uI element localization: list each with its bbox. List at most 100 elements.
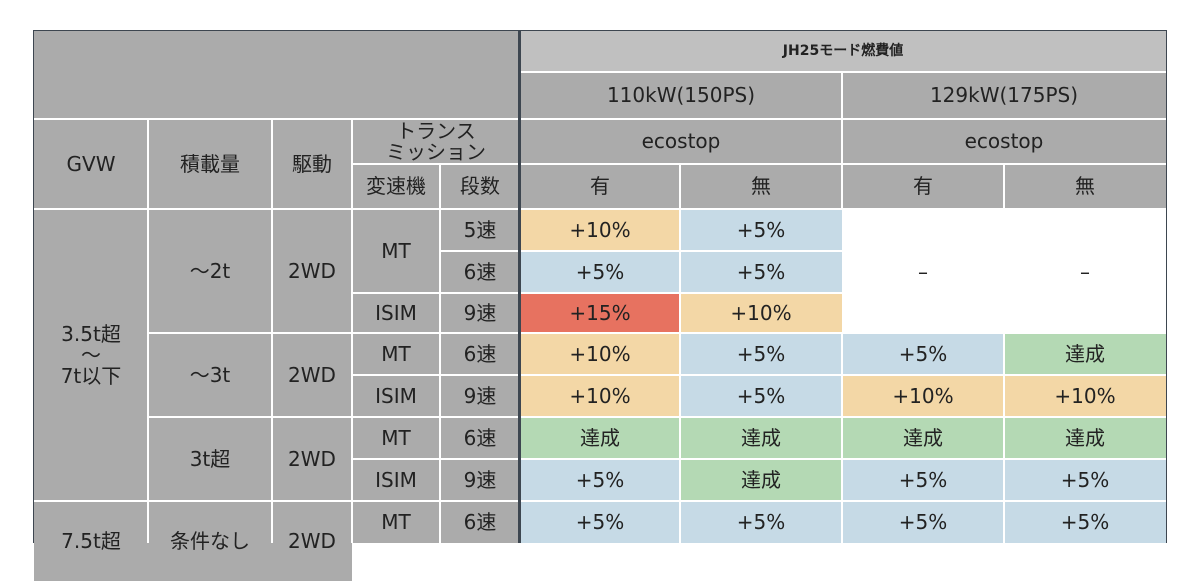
speed-cell: 6速 (440, 417, 520, 459)
grid-line (841, 72, 843, 209)
grid-line (34, 208, 1166, 210)
gearbox-mt: MT (352, 333, 440, 375)
header-transmission-line2: ミッション (386, 139, 486, 164)
gearbox-mt: MT (352, 501, 440, 543)
value-cell: +10% (1004, 375, 1166, 417)
value-cell: +5% (842, 501, 1004, 543)
header-mode-title: JH25モード燃費値 (520, 31, 1166, 72)
value-cell: 達成 (842, 417, 1004, 459)
drive-2wd: 2WD (272, 333, 352, 417)
grid-line (841, 333, 843, 543)
table-border-top (33, 30, 1167, 31)
grid-line (352, 163, 1166, 165)
grid-line (439, 164, 441, 543)
grid-line (679, 333, 681, 543)
grid-line (679, 164, 681, 333)
gvw-group-7-5t: 7.5t超 (34, 501, 148, 581)
header-drive: 駆動 (272, 119, 352, 209)
header-no-129: 無 (1004, 164, 1166, 209)
speed-cell: 9速 (440, 459, 520, 501)
speed-cell: 6速 (440, 251, 520, 293)
value-cell: +5% (842, 459, 1004, 501)
gvw-group-line2: 〜 (81, 342, 101, 367)
value-cell: +10% (520, 375, 680, 417)
gearbox-mt: MT (352, 209, 440, 293)
grid-line (352, 292, 842, 294)
value-cell: +5% (520, 459, 680, 501)
speed-cell: 9速 (440, 375, 520, 417)
gearbox-isim: ISIM (352, 293, 440, 333)
table-border-right (1166, 30, 1167, 543)
speed-cell: 6速 (440, 501, 520, 543)
value-cell: +5% (680, 375, 842, 417)
header-load: 積載量 (148, 119, 272, 209)
grid-line (148, 416, 1166, 418)
gearbox-isim: ISIM (352, 459, 440, 501)
header-power-129: 129kW(175PS) (842, 72, 1166, 119)
value-cell: +5% (520, 251, 680, 293)
value-cell: 達成 (680, 417, 842, 459)
header-yes-129: 有 (842, 164, 1004, 209)
grid-line (351, 119, 353, 543)
load-3t-over: 3t超 (148, 417, 272, 501)
value-cell: +5% (520, 501, 680, 543)
speed-cell: 5速 (440, 209, 520, 251)
gvw-group-line3: 7t以下 (60, 363, 122, 388)
table-border-left (33, 30, 34, 543)
header-speeds: 段数 (440, 164, 520, 209)
value-cell: +10% (680, 293, 842, 333)
value-cell: +10% (520, 209, 680, 251)
value-cell: 達成 (1004, 333, 1166, 375)
value-cell: +5% (1004, 459, 1166, 501)
drive-2wd: 2WD (272, 417, 352, 501)
gearbox-isim: ISIM (352, 375, 440, 417)
drive-2wd: 2WD (272, 501, 352, 581)
value-cell: +5% (680, 251, 842, 293)
load-3t: 〜3t (148, 333, 272, 417)
value-cell: +15% (520, 293, 680, 333)
speed-cell: 6速 (440, 333, 520, 375)
gvw-group-3-5t: 3.5t超 〜 7t以下 (34, 209, 148, 501)
grid-line (148, 332, 1166, 334)
grid-line (440, 250, 842, 252)
value-cell: +5% (680, 501, 842, 543)
grid-line (352, 374, 1166, 376)
value-cell: +5% (842, 333, 1004, 375)
grid-line (271, 119, 273, 543)
header-transmission: トランス ミッション (352, 119, 520, 164)
value-empty-block (842, 209, 1166, 333)
grid-line (147, 119, 149, 543)
value-cell: +5% (680, 333, 842, 375)
speed-cell: 9速 (440, 293, 520, 333)
grid-line (34, 500, 1166, 502)
section-divider (518, 31, 521, 543)
value-cell: 達成 (1004, 417, 1166, 459)
header-power-110: 110kW(150PS) (520, 72, 842, 119)
grid-line (1003, 333, 1005, 543)
grid-line (352, 458, 1166, 460)
header-ecostop-129: ecostop (842, 119, 1166, 164)
drive-2wd: 2WD (272, 209, 352, 333)
gvw-group-line1: 3.5t超 (61, 321, 121, 346)
header-blank (34, 31, 520, 119)
value-dash: – (918, 259, 928, 284)
grid-line (1003, 164, 1005, 209)
value-cell: 達成 (680, 459, 842, 501)
header-ecostop-110: ecostop (520, 119, 842, 164)
grid-line (520, 71, 1166, 73)
value-dash: – (1080, 259, 1090, 284)
value-cell: +10% (842, 375, 1004, 417)
grid-line (34, 118, 1166, 120)
value-cell: 達成 (520, 417, 680, 459)
load-2t: 〜2t (148, 209, 272, 333)
header-gvw: GVW (34, 119, 148, 209)
load-none: 条件なし (148, 501, 272, 581)
value-cell: +5% (1004, 501, 1166, 543)
header-no-110: 無 (680, 164, 842, 209)
header-transmission-line1: トランス (396, 118, 476, 143)
header-yes-110: 有 (520, 164, 680, 209)
header-gearbox: 変速機 (352, 164, 440, 209)
gearbox-mt: MT (352, 417, 440, 459)
value-cell: +10% (520, 333, 680, 375)
value-cell: +5% (680, 209, 842, 251)
